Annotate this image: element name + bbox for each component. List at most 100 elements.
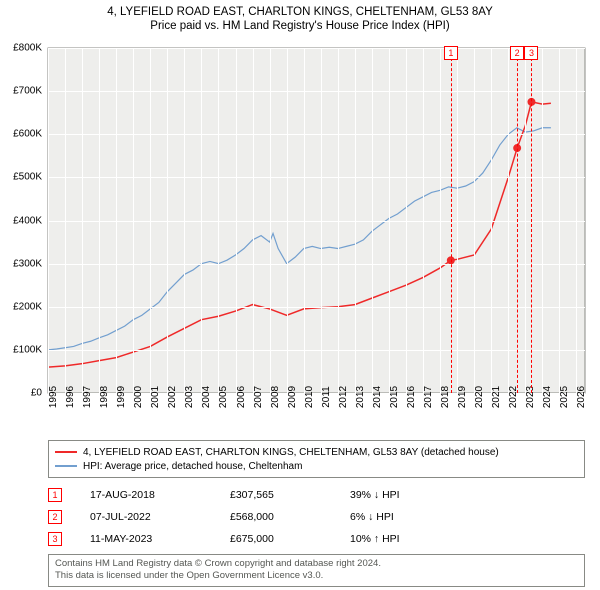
vgrid <box>287 48 288 393</box>
event-date-2: 07-JUL-2022 <box>90 511 230 523</box>
footer-line2: This data is licensed under the Open Gov… <box>55 570 578 582</box>
event-date-3: 11-MAY-2023 <box>90 533 230 545</box>
vgrid <box>116 48 117 393</box>
title-address: 4, LYEFIELD ROAD EAST, CHARLTON KINGS, C… <box>10 6 590 18</box>
vgrid <box>253 48 254 393</box>
x-tick-label: 2005 <box>218 386 229 408</box>
legend-swatch-hpi <box>55 465 77 467</box>
series-line-hpi <box>48 128 551 350</box>
vgrid <box>423 48 424 393</box>
vgrid <box>491 48 492 393</box>
event-marker-box: 3 <box>524 46 538 60</box>
event-line <box>517 48 518 393</box>
x-tick-label: 2008 <box>270 386 281 408</box>
hgrid <box>48 393 585 394</box>
hgrid <box>48 264 585 265</box>
event-price-3: £675,000 <box>230 533 350 545</box>
legend-swatch-property <box>55 451 77 453</box>
event-price-1: £307,565 <box>230 489 350 501</box>
x-tick-label: 1999 <box>116 386 127 408</box>
legend-label-property: 4, LYEFIELD ROAD EAST, CHARLTON KINGS, C… <box>83 447 499 458</box>
vgrid <box>542 48 543 393</box>
chart-area: £0£100K£200K£300K£400K£500K£600K£700K£80… <box>48 48 585 393</box>
vgrid <box>338 48 339 393</box>
x-tick-label: 2003 <box>184 386 195 408</box>
x-tick-label: 2004 <box>201 386 212 408</box>
vgrid <box>201 48 202 393</box>
legend-label-hpi: HPI: Average price, detached house, Chel… <box>83 461 302 472</box>
vgrid <box>184 48 185 393</box>
vgrid <box>457 48 458 393</box>
vgrid <box>406 48 407 393</box>
vgrid <box>355 48 356 393</box>
event-row-1: 1 17-AUG-2018 £307,565 39% ↓ HPI <box>48 484 585 506</box>
x-tick-label: 2017 <box>423 386 434 408</box>
legend: 4, LYEFIELD ROAD EAST, CHARLTON KINGS, C… <box>48 440 585 478</box>
y-tick-label: £200K <box>13 301 42 312</box>
events-table: 1 17-AUG-2018 £307,565 39% ↓ HPI 2 07-JU… <box>48 484 585 550</box>
vgrid <box>65 48 66 393</box>
vgrid <box>236 48 237 393</box>
hgrid <box>48 350 585 351</box>
vgrid <box>133 48 134 393</box>
x-tick-label: 2021 <box>491 386 502 408</box>
y-tick-label: £600K <box>13 129 42 140</box>
y-tick-label: £500K <box>13 172 42 183</box>
x-tick-label: 2011 <box>321 386 332 408</box>
vgrid <box>474 48 475 393</box>
hgrid <box>48 91 585 92</box>
x-tick-label: 2010 <box>304 386 315 408</box>
footer: Contains HM Land Registry data © Crown c… <box>48 554 585 587</box>
event-line <box>531 48 532 393</box>
event-price-2: £568,000 <box>230 511 350 523</box>
hgrid <box>48 177 585 178</box>
vgrid <box>576 48 577 393</box>
event-row-3: 3 11-MAY-2023 £675,000 10% ↑ HPI <box>48 528 585 550</box>
event-num-3: 3 <box>48 532 62 546</box>
vgrid <box>304 48 305 393</box>
x-tick-label: 2016 <box>406 386 417 408</box>
event-diff-1: 39% ↓ HPI <box>350 489 470 501</box>
vgrid <box>99 48 100 393</box>
x-tick-label: 1995 <box>48 386 59 408</box>
x-tick-label: 2020 <box>474 386 485 408</box>
title-subtitle: Price paid vs. HM Land Registry's House … <box>10 20 590 32</box>
event-line <box>451 48 452 393</box>
x-tick-label: 1997 <box>82 386 93 408</box>
event-date-1: 17-AUG-2018 <box>90 489 230 501</box>
vgrid <box>82 48 83 393</box>
y-tick-label: £300K <box>13 258 42 269</box>
vgrid <box>389 48 390 393</box>
vgrid <box>321 48 322 393</box>
y-tick-label: £800K <box>13 43 42 54</box>
x-tick-label: 2025 <box>559 386 570 408</box>
event-num-2: 2 <box>48 510 62 524</box>
y-tick-label: £400K <box>13 215 42 226</box>
vgrid <box>218 48 219 393</box>
hgrid <box>48 48 585 49</box>
footer-line1: Contains HM Land Registry data © Crown c… <box>55 558 578 570</box>
legend-item-hpi: HPI: Average price, detached house, Chel… <box>55 459 578 473</box>
vgrid <box>440 48 441 393</box>
y-tick-label: £700K <box>13 86 42 97</box>
vgrid <box>167 48 168 393</box>
hgrid <box>48 134 585 135</box>
title-block: 4, LYEFIELD ROAD EAST, CHARLTON KINGS, C… <box>0 0 600 34</box>
x-tick-label: 2014 <box>372 386 383 408</box>
x-tick-label: 1998 <box>99 386 110 408</box>
x-tick-label: 2006 <box>236 386 247 408</box>
y-tick-label: £100K <box>13 344 42 355</box>
vgrid <box>270 48 271 393</box>
x-tick-label: 2015 <box>389 386 400 408</box>
figure-container: 4, LYEFIELD ROAD EAST, CHARLTON KINGS, C… <box>0 0 600 590</box>
event-diff-2: 6% ↓ HPI <box>350 511 470 523</box>
event-diff-3: 10% ↑ HPI <box>350 533 470 545</box>
x-tick-label: 2024 <box>542 386 553 408</box>
x-tick-label: 2026 <box>576 386 587 408</box>
hgrid <box>48 221 585 222</box>
event-row-2: 2 07-JUL-2022 £568,000 6% ↓ HPI <box>48 506 585 528</box>
x-tick-label: 2012 <box>338 386 349 408</box>
vgrid <box>508 48 509 393</box>
x-tick-label: 2018 <box>440 386 451 408</box>
x-tick-label: 2007 <box>253 386 264 408</box>
